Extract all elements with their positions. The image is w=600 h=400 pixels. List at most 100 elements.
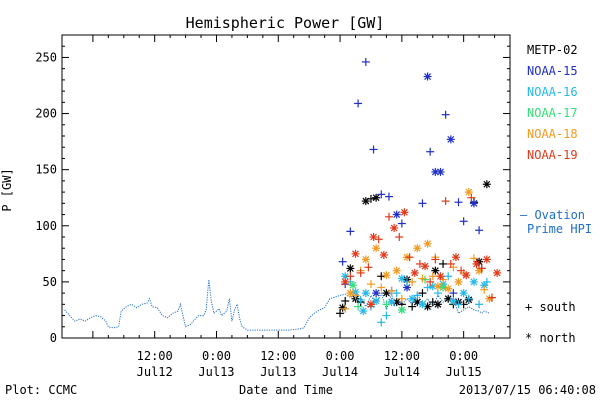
x-tick-time-label: 12:00 [137, 349, 173, 363]
north-point [379, 250, 388, 259]
legend: METP-02 NOAA-15 NOAA-16 NOAA-17 NOAA-18 NOAA-… [527, 43, 578, 162]
ovation-label-line1: — Ovation [520, 208, 585, 222]
x-tick-date-label: Jul14 [322, 365, 358, 379]
north-point [366, 300, 375, 309]
x-tick-date-label: Jul13 [260, 365, 296, 379]
chart-title: Hemispheric Power [GW] [186, 14, 385, 32]
north-point [382, 289, 391, 298]
x-axis: 12:00 Jul12 0:00 Jul13 12:00 Jul13 0:00 Jul14 12… [92, 35, 496, 379]
north-point [351, 249, 360, 258]
north-point [392, 210, 401, 219]
south-point [475, 226, 484, 235]
south-point [377, 190, 386, 199]
south-point [441, 197, 450, 206]
south-point [361, 57, 370, 66]
south-point [426, 277, 435, 286]
north-point [372, 296, 381, 305]
south-point [354, 99, 363, 108]
north-point [482, 255, 491, 264]
south-point [374, 235, 383, 244]
ovation-prime-hpi-line [64, 279, 490, 331]
south-point [426, 147, 435, 156]
x-tick-date-label: Jul15 [446, 365, 482, 379]
north-point [361, 289, 370, 298]
north-point [359, 307, 368, 316]
south-point [418, 289, 427, 298]
north-point [431, 266, 440, 275]
north-point [459, 289, 468, 298]
ovation-label-line2: Prime HPI [527, 222, 592, 236]
x-tick-date-label: Jul14 [384, 365, 420, 379]
south-point [377, 283, 386, 292]
north-point [423, 72, 432, 81]
north-point [439, 283, 448, 292]
footer-left: Plot: CCMC [5, 383, 77, 397]
legend-entry: METP-02 [527, 43, 578, 57]
north-point [423, 239, 432, 248]
south-point [387, 286, 396, 295]
south-point [428, 272, 437, 281]
south-point [397, 219, 406, 228]
south-point [395, 233, 404, 241]
north-point [410, 268, 419, 277]
south-point [480, 285, 489, 294]
south-point [405, 253, 414, 262]
y-tick-label: 150 [35, 163, 57, 177]
north-point [472, 259, 481, 268]
x-tick-date-label: Jul13 [198, 365, 234, 379]
north-point [433, 282, 442, 291]
north-point [469, 277, 478, 286]
south-point [346, 227, 355, 236]
south-point [418, 199, 427, 208]
south-point [351, 291, 360, 300]
north-point [493, 268, 502, 277]
north-point [413, 244, 422, 253]
y-tick-label: 200 [35, 107, 57, 121]
north-point [444, 284, 453, 293]
north-point [436, 272, 445, 281]
x-tick-time-label: 12:00 [384, 349, 420, 363]
north-point [451, 253, 460, 262]
north-point [433, 300, 442, 309]
north-point [341, 277, 350, 286]
south-point [441, 110, 450, 119]
x-axis-label: Date and Time [239, 383, 333, 397]
y-tick-label: 100 [35, 219, 57, 233]
south-point [475, 300, 484, 309]
north-point [403, 283, 412, 292]
north-point [372, 193, 381, 202]
south-point [338, 257, 347, 266]
north-point [372, 244, 381, 253]
north-point [397, 274, 406, 283]
south-point [382, 311, 391, 320]
north-point [436, 167, 445, 176]
south-point [433, 289, 442, 298]
south-point [454, 198, 463, 207]
north-point [397, 305, 406, 314]
south-point [408, 277, 417, 286]
north-point [462, 271, 471, 280]
marker-legend-entry: * north [525, 331, 576, 345]
south-point [446, 259, 455, 268]
south-point [354, 302, 363, 311]
south-point [341, 304, 350, 313]
south-point [449, 289, 458, 298]
south-point [464, 294, 473, 303]
north-point [346, 264, 355, 273]
data-points [336, 57, 502, 327]
x-tick-time-label: 0:00 [202, 349, 231, 363]
south-point [392, 289, 401, 298]
north-point [482, 180, 491, 189]
x-tick-time-label: 0:00 [449, 349, 478, 363]
north-point [372, 289, 381, 298]
north-point [390, 224, 399, 233]
marker-legend: + south * north [525, 300, 576, 345]
south-point [384, 212, 393, 221]
x-tick-time-label: 12:00 [260, 349, 296, 363]
y-tick-label: 50 [43, 275, 57, 289]
south-point [482, 277, 491, 286]
y-axis-label: P [GW] [0, 168, 14, 211]
x-tick-date-label: Jul12 [137, 365, 173, 379]
south-point [377, 272, 386, 281]
